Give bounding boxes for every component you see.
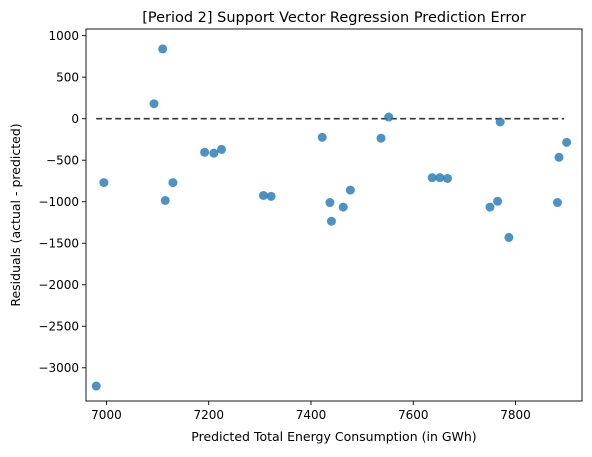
data-point xyxy=(435,173,445,183)
data-point xyxy=(376,133,386,143)
y-tick-label: −2500 xyxy=(38,320,79,334)
y-tick-label: 0 xyxy=(71,112,79,126)
data-point xyxy=(384,112,394,122)
plot-area xyxy=(91,44,572,391)
data-point xyxy=(485,202,495,212)
y-tick-label: −500 xyxy=(46,153,79,167)
data-point xyxy=(427,173,437,183)
data-point xyxy=(562,137,572,147)
data-point xyxy=(99,178,109,188)
data-point xyxy=(552,198,562,208)
data-point xyxy=(493,196,503,206)
x-axis: 7000 7200 7400 7600 7800 xyxy=(91,401,531,422)
data-point xyxy=(158,44,168,54)
y-tick-label: −1000 xyxy=(38,195,79,209)
y-tick-label: 1000 xyxy=(48,29,79,43)
data-point xyxy=(91,381,101,391)
y-tick-label: −2000 xyxy=(38,278,79,292)
x-axis-label: Predicted Total Energy Consumption (in G… xyxy=(191,429,476,444)
data-point xyxy=(258,190,268,200)
chart-title: [Period 2] Support Vector Regression Pre… xyxy=(142,10,526,26)
data-point xyxy=(317,132,327,142)
data-point xyxy=(325,198,335,208)
data-point xyxy=(326,216,336,226)
x-tick-label: 7000 xyxy=(91,408,122,422)
x-tick-label: 7600 xyxy=(398,408,429,422)
data-point xyxy=(495,117,505,127)
data-point xyxy=(209,148,219,158)
data-point xyxy=(217,144,227,154)
y-tick-label: −3000 xyxy=(38,361,79,375)
data-point xyxy=(338,202,348,212)
data-point xyxy=(554,152,564,162)
y-axis-label: Residuals (actual - predicted) xyxy=(8,123,23,306)
data-point xyxy=(266,191,276,201)
data-point xyxy=(443,173,453,183)
data-point xyxy=(168,178,178,188)
data-point xyxy=(149,99,159,109)
y-axis: 1000 500 0 −500 −1000 −1500 −2000 −2500 −3000 xyxy=(38,29,86,375)
data-point xyxy=(200,147,210,157)
y-tick-label: 500 xyxy=(56,70,79,84)
data-point xyxy=(160,195,170,205)
x-tick-label: 7400 xyxy=(296,408,327,422)
data-point xyxy=(345,185,355,195)
y-tick-label: −1500 xyxy=(38,237,79,251)
data-point xyxy=(504,232,514,242)
x-tick-label: 7200 xyxy=(193,408,224,422)
plot-frame xyxy=(85,28,583,402)
x-tick-label: 7800 xyxy=(500,408,531,422)
